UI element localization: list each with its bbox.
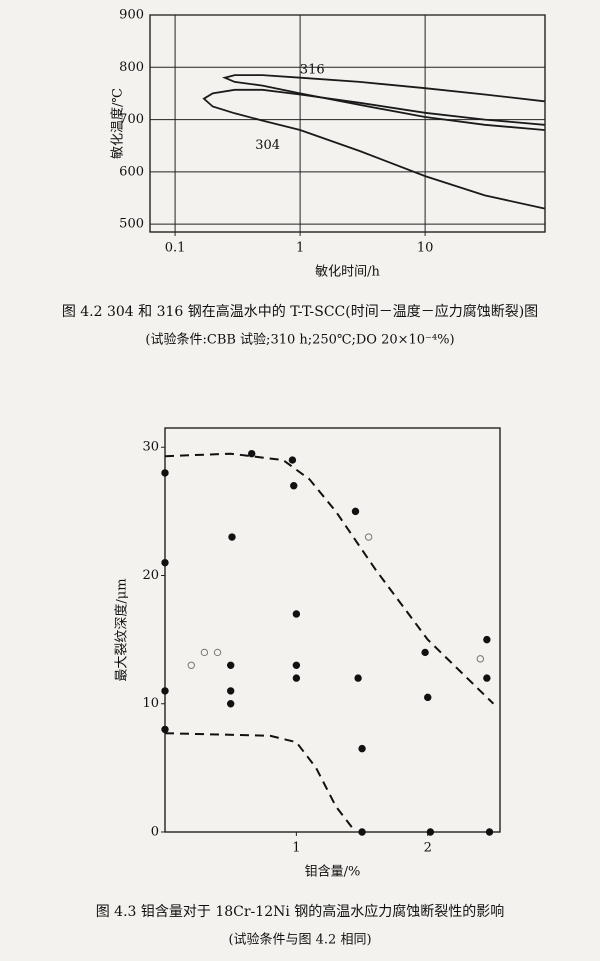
data-point: [228, 533, 236, 541]
y-tick-label: 30: [142, 440, 159, 455]
x-tick-label: 0.1: [165, 241, 186, 256]
data-point: [424, 693, 432, 702]
y-tick-label: 0: [151, 825, 159, 840]
data-point: [288, 456, 297, 464]
plot-frame: [149, 14, 546, 233]
plot-frame: [164, 427, 501, 833]
chart-title: 图 4.2 304 和 316 钢在高温水中的 T-T-SCC(时间－温度－应力…: [62, 303, 538, 320]
data-point: [483, 674, 491, 682]
x-axis-label: 钼含量/%: [305, 864, 361, 880]
data-point: [354, 674, 362, 682]
curve-label: 316: [300, 62, 325, 77]
chart-title: 图 4.3 钼含量对于 18Cr-12Ni 钢的高温水应力腐蚀断裂性的影响: [96, 903, 505, 920]
data-point: [213, 648, 222, 657]
chart-subtitle: (试验条件:CBB 试验;310 h;250℃;DO 20×10⁻⁴%): [145, 332, 454, 348]
y-tick-label: 500: [119, 217, 144, 232]
y-tick-label: 700: [119, 112, 144, 127]
y-tick-label: 600: [119, 164, 144, 179]
data-point: [485, 828, 494, 836]
y-tick-label: 800: [119, 60, 144, 75]
data-point: [292, 661, 301, 669]
y-axis-label: 敏化温度/℃: [110, 88, 126, 159]
y-axis-label: 最大裂纹深度/μm: [114, 578, 130, 681]
data-point: [161, 558, 169, 567]
data-point: [248, 449, 256, 458]
curve: [202, 88, 545, 210]
curve: [164, 732, 357, 833]
data-point: [292, 674, 301, 682]
data-point: [483, 635, 491, 644]
chart-subtitle: (试验条件与图 4.2 相同): [228, 932, 371, 948]
data-point: [226, 687, 235, 695]
x-tick-label: 1: [292, 841, 300, 856]
curve-label: 304: [255, 138, 280, 153]
curve: [222, 74, 545, 131]
data-point: [351, 507, 360, 516]
data-point: [161, 725, 169, 734]
data-point: [200, 648, 209, 657]
y-tick-label: 20: [142, 568, 159, 583]
data-point: [421, 648, 429, 657]
data-point: [358, 828, 366, 836]
data-point: [358, 744, 366, 753]
x-tick-label: 1: [296, 241, 304, 256]
x-tick-label: 10: [417, 241, 434, 256]
data-point: [226, 700, 235, 708]
y-tick-label: 10: [142, 696, 159, 711]
data-point: [187, 661, 195, 669]
data-point: [226, 661, 235, 669]
x-axis-label: 敏化时间/h: [315, 265, 380, 280]
y-tick-label: 900: [119, 8, 144, 23]
data-point: [426, 828, 435, 836]
data-point: [476, 655, 484, 663]
data-point: [290, 482, 298, 490]
data-point: [364, 533, 373, 541]
curve: [164, 452, 495, 705]
data-point: [161, 687, 169, 695]
data-point: [292, 610, 301, 618]
x-tick-label: 2: [424, 841, 432, 856]
data-point: [161, 469, 169, 477]
